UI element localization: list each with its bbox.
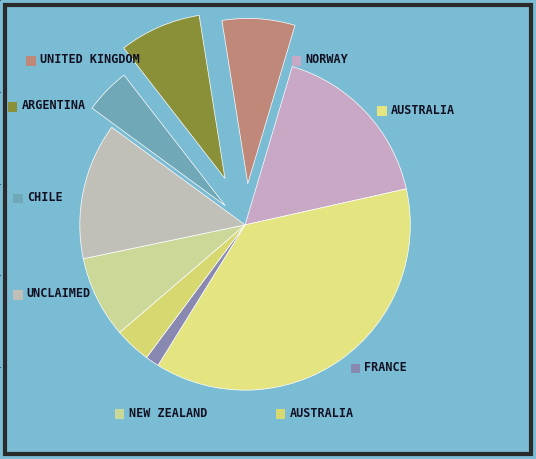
- Wedge shape: [92, 75, 225, 206]
- Text: ARGENTINA: ARGENTINA: [21, 99, 86, 112]
- Text: UNCLAIMED: UNCLAIMED: [27, 287, 91, 300]
- Text: UNITED KINGDOM: UNITED KINGDOM: [40, 53, 140, 66]
- Text: AUSTRALIA: AUSTRALIA: [391, 104, 456, 117]
- Wedge shape: [146, 225, 245, 365]
- Wedge shape: [245, 67, 406, 225]
- Wedge shape: [120, 225, 245, 358]
- Text: FRANCE: FRANCE: [364, 361, 407, 374]
- Text: NEW ZEALAND: NEW ZEALAND: [129, 407, 207, 420]
- Wedge shape: [124, 15, 225, 179]
- Text: CHILE: CHILE: [27, 191, 62, 204]
- Wedge shape: [80, 127, 245, 259]
- Text: NORWAY: NORWAY: [306, 53, 348, 66]
- Text: AUSTRALIA: AUSTRALIA: [289, 407, 354, 420]
- Wedge shape: [158, 189, 410, 390]
- Wedge shape: [83, 225, 245, 332]
- Wedge shape: [222, 18, 295, 184]
